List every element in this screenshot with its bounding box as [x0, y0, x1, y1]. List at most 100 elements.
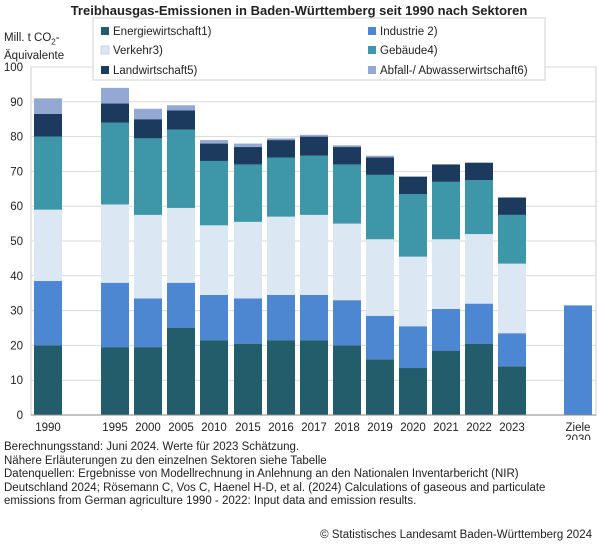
- bar-segment: [399, 326, 427, 369]
- bar-segment: [200, 340, 228, 415]
- bar-segment: [34, 345, 62, 415]
- bar-segment: [200, 225, 228, 295]
- x-tick-label: 2017: [301, 422, 327, 434]
- bar-segment: [134, 138, 162, 215]
- y-tick-label: 90: [10, 97, 23, 109]
- bar-segment: [432, 308, 460, 351]
- x-tick-label: 2020: [400, 422, 426, 434]
- bar-segment: [399, 368, 427, 415]
- y-unit-subscript: 2: [51, 37, 56, 47]
- bar-segment: [366, 315, 394, 360]
- bar-segment: [333, 345, 361, 415]
- bar-segment: [134, 108, 162, 120]
- x-tick-label: 2005: [168, 422, 194, 434]
- bar-segment: [267, 157, 295, 217]
- y-tick-label: 10: [10, 375, 23, 387]
- legend-label: Verkehr3): [113, 45, 163, 57]
- bar-segment: [234, 221, 262, 299]
- bar-segment: [267, 140, 295, 158]
- y-tick-label: 70: [10, 166, 23, 178]
- bar-segment: [167, 328, 195, 415]
- bar-segment: [498, 263, 526, 334]
- y-tick-label: 100: [4, 62, 23, 74]
- footnotes: Berechnungsstand: Juni 2024. Werte für 2…: [4, 441, 545, 509]
- bar-segment: [267, 340, 295, 415]
- x-tick-label: 2021: [433, 422, 459, 434]
- legend-box: [92, 17, 546, 81]
- bar-segment: [300, 340, 328, 415]
- bar-segment: [300, 155, 328, 215]
- y-unit-line1: Mill. t CO: [4, 32, 52, 44]
- bar-segment: [200, 140, 228, 144]
- copyright-notice: © Statistisches Landesamt Baden-Württemb…: [320, 529, 592, 541]
- legend-swatch: [368, 66, 376, 74]
- bars: [34, 87, 592, 415]
- bar-segment: [167, 207, 195, 283]
- bar-segment: [300, 294, 328, 341]
- bar-segment: [167, 129, 195, 208]
- bar-segment: [366, 174, 394, 240]
- y-tick-label: 0: [17, 410, 23, 422]
- bar-segment: [498, 333, 526, 367]
- bar-segment: [234, 343, 262, 415]
- bar-segment: [167, 282, 195, 328]
- axes: 0 10 20 30 40 50 60 70 80 90 100 1990 1995 2000 2005 20…: [4, 62, 596, 440]
- legend-label: Abfall-/ Abwasserwirtschaft6): [380, 65, 528, 77]
- bar-segment: [498, 197, 526, 215]
- bar-segment: [234, 143, 262, 148]
- bar-segment: [465, 180, 493, 235]
- bar-segment: [366, 359, 394, 415]
- bar-segment: [366, 239, 394, 316]
- y-axis-unit-label: Mill. t CO2- Äquivalente: [4, 31, 64, 63]
- bar-segment: [300, 134, 328, 137]
- bar-segment: [333, 145, 361, 148]
- y-unit-line2: Äquivalente: [4, 50, 65, 63]
- bar-segment: [366, 157, 394, 175]
- bar-segment: [465, 343, 493, 415]
- bar-segment: [267, 294, 295, 341]
- legend-label: Energiewirtschaft1): [113, 26, 212, 38]
- x-tick-label: 2018: [334, 422, 360, 434]
- bar-segment: [200, 294, 228, 341]
- x-tick-label: 2022: [466, 422, 492, 434]
- x-tick-label: 1990: [35, 422, 61, 434]
- chart-title: Treibhausgas-Emissionen in Baden-Württem…: [70, 3, 528, 18]
- bar-segment: [200, 160, 228, 226]
- bar-segment: [101, 282, 129, 348]
- bar-segment: [200, 143, 228, 161]
- bar-segment: [333, 223, 361, 301]
- y-tick-label: 40: [10, 271, 23, 283]
- bar-segment: [34, 136, 62, 210]
- footnote-line: Berechnungsstand: Juni 2024. Werte für 2…: [4, 441, 300, 453]
- bar-segment: [134, 119, 162, 139]
- x-tick-label: 1995: [102, 422, 128, 434]
- bar-segment: [399, 194, 427, 257]
- bar-segment: [498, 366, 526, 415]
- bar-segment: [465, 303, 493, 344]
- bar-segment: [34, 209, 62, 282]
- y-tick-label: 50: [10, 236, 23, 248]
- legend-label: Industrie 2): [380, 26, 438, 38]
- bar-segment: [134, 214, 162, 299]
- legend-label: Gebäude4): [380, 45, 438, 57]
- x-tick-label: 2023: [499, 422, 525, 434]
- bar-segment: [34, 281, 62, 346]
- emissions-chart: 0 10 20 30 40 50 60 70 80 90 100 1990 1995 2000 2005 20…: [4, 17, 597, 440]
- bar-segment: [101, 87, 129, 104]
- bar-segment: [101, 103, 129, 123]
- bar-segment: [134, 347, 162, 415]
- bar-segment: [333, 164, 361, 224]
- bar-segment: [234, 298, 262, 344]
- bar-segment: [432, 164, 460, 182]
- bar-segment: [432, 181, 460, 240]
- bar-segment: [333, 147, 361, 165]
- legend-swatch: [101, 66, 109, 74]
- bar-segment: [134, 298, 162, 348]
- bar-segment: [234, 147, 262, 165]
- bar-segment: [465, 234, 493, 304]
- y-tick-label: 60: [10, 201, 23, 213]
- bar-segment: [101, 122, 129, 205]
- y-tick-label: 30: [10, 306, 23, 318]
- x-tick-label: Ziele 2030: [565, 422, 591, 440]
- bar-segment: [432, 350, 460, 415]
